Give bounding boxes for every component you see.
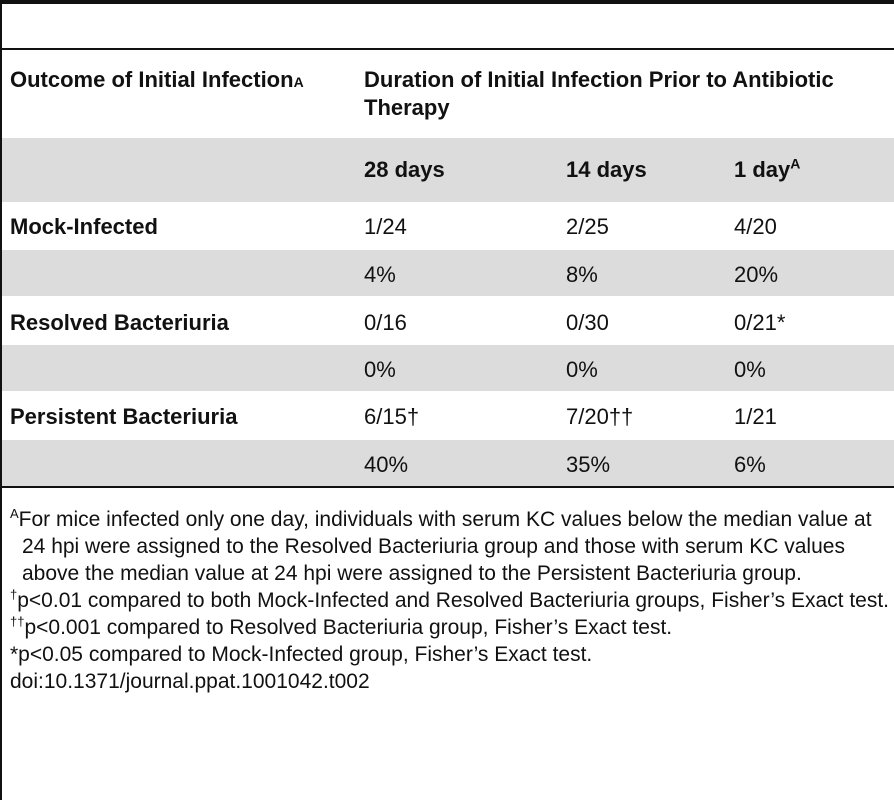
footnote-text: For mice infected only one day, individu… xyxy=(18,508,872,585)
cell-percent: 20% xyxy=(734,262,779,287)
cell-count: 7/20†† xyxy=(566,404,634,429)
col-1-day-footnote-mark: A xyxy=(790,155,801,172)
row-label-persistent-bacteriuria: Persistent Bacteriuria xyxy=(10,404,238,429)
cell-percent: 40% xyxy=(364,452,409,477)
table-row: 0% 0% 0% xyxy=(2,345,894,391)
table-row: Resolved Bacteriuria 0/16 0/30 0/21* xyxy=(2,298,894,344)
cell-count: 1/21 xyxy=(734,404,777,429)
subheader-row: 28 days 14 days 1 dayA xyxy=(2,138,894,202)
cell-percent: 8% xyxy=(566,262,598,287)
footnote-asterisk: *p<0.05 compared to Mock-Infected group,… xyxy=(10,641,890,668)
header-top-rule xyxy=(0,48,894,50)
footnote-double-dagger: ††p<0.001 compared to Resolved Bacteriur… xyxy=(10,614,890,641)
table-row: Persistent Bacteriuria 6/15† 7/20†† 1/21 xyxy=(2,392,894,438)
cell-count: 2/25 xyxy=(566,214,609,239)
cell-percent: 0% xyxy=(734,357,766,382)
footnote-text: p<0.001 compared to Resolved Bacteriuria… xyxy=(24,616,673,639)
table-footnotes: AFor mice infected only one day, individ… xyxy=(10,506,890,695)
footnote-mark: A xyxy=(10,506,19,521)
outcome-header-footnote-mark: A xyxy=(293,74,305,90)
top-rule xyxy=(0,0,894,4)
col-1-day: 1 dayA xyxy=(734,156,800,184)
col-1-day-text: 1 day xyxy=(734,157,791,182)
cell-count: 4/20 xyxy=(734,214,777,239)
col-28-days: 28 days xyxy=(364,157,445,182)
cell-percent: 4% xyxy=(364,262,396,287)
footnote-mark: † xyxy=(10,587,18,602)
outcome-column-header: Outcome of Initial InfectionA xyxy=(10,66,310,96)
table-row: 4% 8% 20% xyxy=(2,250,894,296)
row-label-resolved-bacteriuria: Resolved Bacteriuria xyxy=(10,310,229,335)
cell-count: 0/16 xyxy=(364,310,407,335)
doi-text: doi:10.1371/journal.ppat.1001042.t002 xyxy=(10,670,370,693)
cell-count: 0/30 xyxy=(566,310,609,335)
cell-count: 6/15† xyxy=(364,404,420,429)
table-bottom-rule xyxy=(0,486,894,488)
duration-column-header: Duration of Initial Infection Prior to A… xyxy=(364,67,834,120)
footnote-a: AFor mice infected only one day, individ… xyxy=(10,506,890,587)
footnote-text: p<0.01 compared to both Mock-Infected an… xyxy=(17,589,890,612)
col-14-days: 14 days xyxy=(566,157,647,182)
cell-percent: 0% xyxy=(566,357,598,382)
table-row: 40% 35% 6% xyxy=(2,440,894,486)
table-row: Mock-Infected 1/24 2/25 4/20 xyxy=(2,202,894,248)
cell-percent: 6% xyxy=(734,452,766,477)
cell-percent: 35% xyxy=(566,452,611,477)
footnote-dagger: †p<0.01 compared to both Mock-Infected a… xyxy=(10,587,890,614)
cell-count: 1/24 xyxy=(364,214,407,239)
outcome-header-text: Outcome of Initial Infection xyxy=(10,67,294,92)
row-label-mock-infected: Mock-Infected xyxy=(10,214,158,239)
left-border-rule xyxy=(0,0,2,800)
header-row: Outcome of Initial InfectionA Duration o… xyxy=(2,66,894,128)
cell-count: 0/21* xyxy=(734,310,786,335)
cell-percent: 0% xyxy=(364,357,396,382)
footnote-text: *p<0.05 compared to Mock-Infected group,… xyxy=(10,643,593,666)
footnote-mark: †† xyxy=(10,614,25,629)
